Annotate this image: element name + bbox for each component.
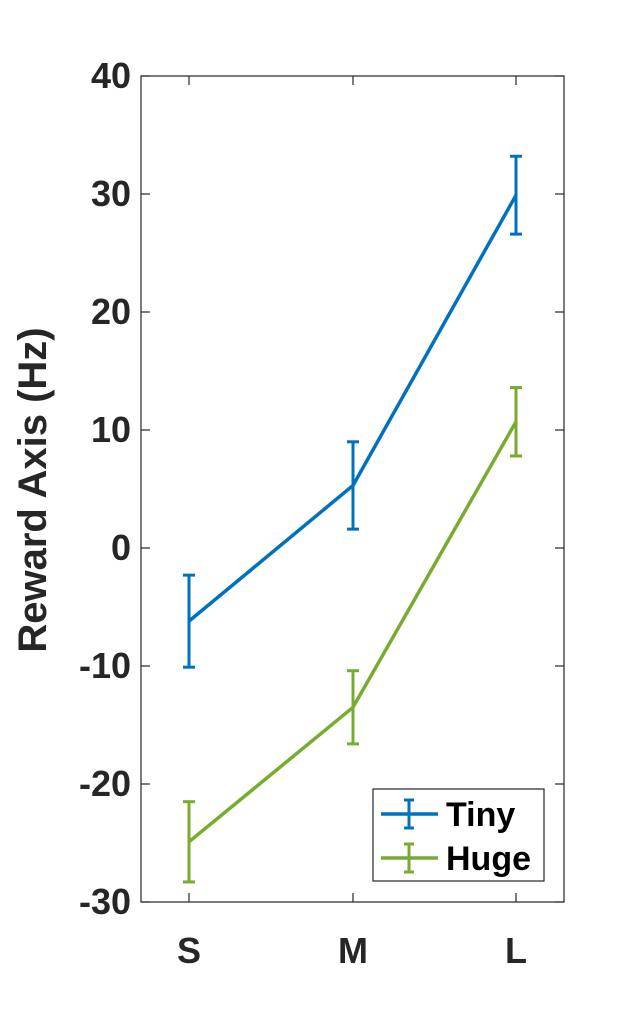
- axis-ticks: -30 -20 -10 0 10 20 30 40 S M L: [79, 55, 564, 971]
- x-tick-label: M: [338, 930, 368, 971]
- y-tick-label: -20: [79, 763, 131, 804]
- y-tick-label: -30: [79, 881, 131, 922]
- y-tick-label: 40: [91, 55, 131, 96]
- y-tick-label: 30: [91, 173, 131, 214]
- legend-label: Huge: [446, 840, 531, 878]
- y-tick-label: -10: [79, 645, 131, 686]
- legend-item-tiny: Tiny: [381, 796, 515, 834]
- y-tick-label: 10: [91, 409, 131, 450]
- legend-item-huge: Huge: [381, 840, 531, 878]
- series-layer: [183, 154, 522, 884]
- x-tick-label: L: [505, 930, 527, 971]
- legend: Tiny Huge: [372, 788, 545, 882]
- legend-box: [372, 788, 545, 882]
- y-tick-label: 20: [91, 291, 131, 332]
- legend-label: Tiny: [446, 796, 515, 834]
- y-tick-label: 0: [111, 527, 131, 568]
- series-tiny: [183, 154, 522, 669]
- series-huge: [183, 386, 522, 884]
- y-axis-label: Reward Axis (Hz): [11, 327, 55, 652]
- x-tick-label: S: [177, 930, 201, 971]
